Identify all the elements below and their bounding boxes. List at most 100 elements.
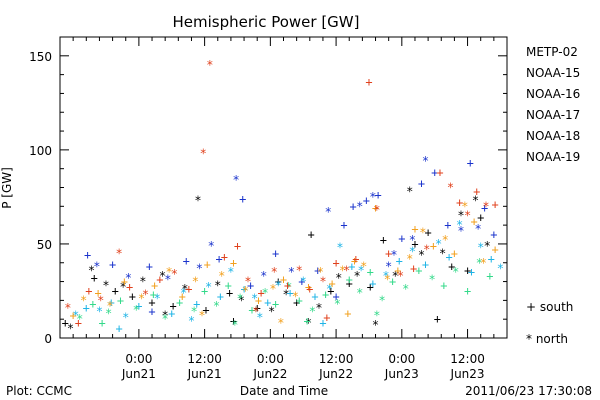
data-point-metp-02: + [254, 301, 261, 315]
data-point-noaa-16: + [311, 290, 318, 304]
data-point-noaa-16: + [319, 316, 326, 330]
x-tick-label-time: 0:00 [388, 352, 415, 366]
data-point-noaa-18: * [277, 316, 284, 330]
data-point-metp-02: * [119, 280, 126, 294]
data-point-metp-02: * [354, 269, 361, 283]
y-tick-label: 150 [29, 50, 52, 64]
data-point-noaa-19: + [258, 286, 265, 300]
data-point-noaa-16: * [435, 237, 442, 251]
data-point-noaa-18: * [406, 252, 413, 266]
data-point-noaa-15: * [164, 273, 171, 287]
data-point-metp-02: * [268, 305, 275, 319]
data-point-noaa-16: + [168, 307, 175, 321]
x-tick-label-date: Jun21 [121, 367, 156, 381]
data-point-noaa-18: * [218, 269, 225, 283]
data-point-metp-02: * [238, 293, 245, 307]
data-point-noaa-16: * [409, 244, 416, 258]
data-point-noaa-16: * [497, 261, 504, 275]
data-point-noaa-18: * [480, 256, 487, 270]
data-point-noaa-17: * [309, 305, 316, 319]
legend-item-noaa-15: NOAA-15 [526, 66, 580, 80]
data-point-noaa-16: + [135, 299, 142, 313]
data-point-metp-02: + [448, 260, 455, 274]
data-point-noaa-19: * [296, 263, 303, 277]
data-point-noaa-19: + [436, 165, 443, 179]
data-point-noaa-19: * [464, 209, 471, 223]
data-point-metp-02: * [214, 278, 221, 292]
data-point-noaa-17: + [440, 278, 447, 292]
data-point-noaa-17: + [89, 297, 96, 311]
data-point-noaa-17: * [213, 299, 220, 313]
data-point-metp-02: + [367, 280, 374, 294]
data-point-noaa-18: + [280, 273, 287, 287]
data-point-noaa-19: * [373, 203, 380, 217]
data-point-noaa-19: * [447, 181, 454, 195]
data-point-noaa-18: + [394, 263, 401, 277]
data-point-metp-02: + [275, 275, 282, 289]
data-point-noaa-19: + [410, 261, 417, 275]
data-point-noaa-16: * [382, 269, 389, 283]
data-point-noaa-16: * [300, 275, 307, 289]
data-point-noaa-15: * [93, 260, 100, 274]
data-point-noaa-18: * [80, 293, 87, 307]
data-point-metp-02: * [457, 209, 464, 223]
data-point-noaa-19: * [244, 275, 251, 289]
y-tick-label: 50 [37, 238, 52, 252]
data-point-noaa-17: * [428, 273, 435, 287]
data-point-noaa-19: * [206, 58, 213, 72]
data-point-noaa-17: + [367, 265, 374, 279]
data-point-noaa-18: * [419, 226, 426, 240]
data-point-noaa-16: + [108, 295, 115, 309]
data-point-metp-02: * [159, 269, 166, 283]
data-point-noaa-16: + [193, 297, 200, 311]
data-point-noaa-17: + [486, 269, 493, 283]
data-point-noaa-17: * [476, 256, 483, 270]
data-point-noaa-16: + [240, 282, 247, 296]
data-point-noaa-15: + [444, 218, 451, 232]
data-point-noaa-16: + [286, 286, 293, 300]
data-point-noaa-19: + [323, 310, 330, 324]
data-point-noaa-17: * [133, 303, 140, 317]
data-point-noaa-19: + [385, 246, 392, 260]
data-point-noaa-19: + [234, 239, 241, 253]
data-point-noaa-16: * [122, 310, 129, 324]
data-point-noaa-17: + [415, 263, 422, 277]
x-tick-label-date: Jun23 [450, 367, 485, 381]
data-point-noaa-15: + [481, 201, 488, 215]
x-tick-label-time: 0:00 [257, 352, 284, 366]
data-point-noaa-18: + [121, 275, 128, 289]
data-point-noaa-17: + [304, 314, 311, 328]
data-point-metp-02: + [230, 314, 237, 328]
legend-symbol-south: + south [526, 300, 573, 314]
data-point-noaa-16: * [357, 263, 364, 277]
data-point-noaa-16: + [468, 265, 475, 279]
data-point-noaa-17: + [150, 288, 157, 302]
data-point-noaa-15: + [148, 305, 155, 319]
data-point-noaa-18: * [106, 299, 113, 313]
data-point-noaa-18: * [198, 308, 205, 322]
data-point-noaa-18: + [492, 243, 499, 257]
x-tick-label-date: Jun22 [318, 367, 353, 381]
data-point-noaa-17: + [248, 303, 255, 317]
data-point-noaa-17: * [373, 308, 380, 322]
data-point-noaa-15: + [109, 258, 116, 272]
data-point-noaa-17: + [201, 284, 208, 298]
data-point-metp-02: + [380, 233, 387, 247]
data-point-noaa-15: * [260, 269, 267, 283]
data-point-metp-02: * [315, 301, 322, 315]
data-point-noaa-17: * [162, 312, 169, 326]
data-point-noaa-15: * [474, 222, 481, 236]
data-point-noaa-18: * [339, 263, 346, 277]
data-point-noaa-18: + [430, 239, 437, 253]
data-point-metp-02: + [434, 312, 441, 326]
data-point-noaa-16: + [116, 322, 123, 336]
data-point-noaa-16: * [456, 218, 463, 232]
data-point-noaa-19: + [221, 250, 228, 264]
data-point-noaa-19: + [456, 196, 463, 210]
x-tick-label-date: Jun22 [252, 367, 287, 381]
legend: METP-02 NOAA-15 NOAA-16 NOAA-17 NOAA-18 NOAA-… [526, 45, 580, 346]
data-point-noaa-16: + [446, 250, 453, 264]
data-point-noaa-19: + [492, 197, 499, 211]
data-point-noaa-18: * [138, 291, 145, 305]
